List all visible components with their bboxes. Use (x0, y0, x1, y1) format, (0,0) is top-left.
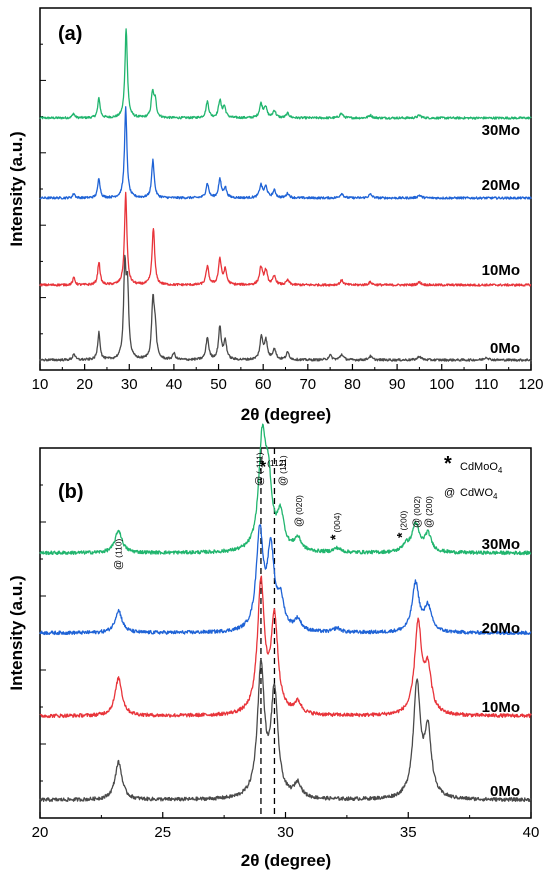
x-tick-label: 40 (166, 376, 183, 393)
x-tick-label: 20 (76, 376, 93, 393)
peak-annotation: @(-111) (255, 452, 266, 486)
x-tick-label: 110 (474, 376, 498, 393)
panel-a-x-axis-title: 2θ (degree) (241, 405, 331, 424)
series-label-30mo: 30Mo (482, 122, 520, 139)
x-tick-label: 20 (32, 824, 49, 841)
series-label-10mo: 10Mo (482, 699, 520, 716)
series-line-30mo (39, 423, 532, 556)
panel-a: 10 20 30 40 50 60 70 80 90 100 110 120 30Mo 20Mo 10Mo… (7, 7, 544, 424)
panel-b-x-axis-title: 2θ (degree) (241, 851, 331, 870)
series-label-30mo: 30Mo (482, 536, 520, 553)
panel-b-ticks: 20 25 30 35 40 (32, 484, 540, 841)
panel-a-label: (a) (58, 23, 82, 45)
x-tick-label: 35 (400, 824, 417, 841)
panel-b-series (39, 423, 532, 803)
x-tick-label: 60 (255, 376, 272, 393)
series-line-20mo (39, 106, 532, 200)
series-label-0mo: 0Mo (490, 783, 520, 800)
peak-annotation: @(110) (114, 538, 125, 570)
series-label-20mo: 20Mo (482, 177, 520, 194)
series-line-0mo (39, 658, 532, 803)
series-line-10mo (39, 191, 532, 287)
x-tick-label: 120 (518, 376, 543, 393)
peak-annotation: @(020) (294, 495, 305, 527)
peak-annotation: @(200) (424, 496, 435, 528)
legend-symbol-cdwo4: @ (444, 487, 455, 499)
legend-symbol-cdmoo4: * (444, 453, 452, 475)
peak-annotation: *(004) (327, 513, 343, 540)
series-line-10mo (39, 575, 532, 719)
x-tick-label: 40 (523, 824, 540, 841)
peak-annotation: *(200) (393, 511, 409, 538)
panel-b-legend: * CdMoO4 @ CdWO4 (444, 453, 503, 501)
panel-b-peak-annotations: @(110) @(-111)*(112)@(111) @(020) *(004) *(2… (114, 452, 436, 570)
x-tick-label: 80 (344, 376, 361, 393)
series-line-20mo (39, 524, 532, 636)
peak-annotation: @(002) (412, 496, 423, 528)
panel-a-y-axis-title: Intensity (a.u.) (7, 131, 26, 246)
series-label-20mo: 20Mo (482, 620, 520, 637)
x-tick-label: 90 (389, 376, 406, 393)
legend-label-cdmoo4: CdMoO4 (460, 461, 503, 475)
panel-b-y-axis-title: Intensity (a.u.) (7, 575, 26, 690)
legend-label-cdwo4: CdWO4 (460, 487, 498, 501)
series-line-0mo (39, 254, 532, 362)
x-tick-label: 50 (210, 376, 227, 393)
x-tick-label: 25 (154, 824, 171, 841)
series-line-30mo (39, 28, 532, 120)
series-label-10mo: 10Mo (482, 262, 520, 279)
series-label-0mo: 0Mo (490, 340, 520, 357)
x-tick-label: 30 (121, 376, 138, 393)
x-tick-label: 100 (429, 376, 454, 393)
panel-a-series-labels: 30Mo 20Mo 10Mo 0Mo (482, 122, 520, 357)
panel-b: 20 25 30 35 40 30Mo 20Mo 10Mo 0Mo @(110) @(-111)… (7, 423, 540, 870)
panel-b-series-labels: 30Mo 20Mo 10Mo 0Mo (482, 536, 520, 800)
x-tick-label: 10 (32, 376, 49, 393)
panel-a-ticks: 10 20 30 40 50 60 70 80 90 100 110 120 (32, 43, 544, 393)
panel-a-frame (39, 7, 532, 371)
x-tick-label: 70 (299, 376, 316, 393)
panel-a-series (39, 28, 532, 362)
peak-annotation: *(112) (260, 458, 287, 476)
x-tick-label: 30 (277, 824, 294, 841)
panel-b-label: (b) (58, 481, 84, 503)
peak-annotation: @(111) (278, 455, 289, 486)
